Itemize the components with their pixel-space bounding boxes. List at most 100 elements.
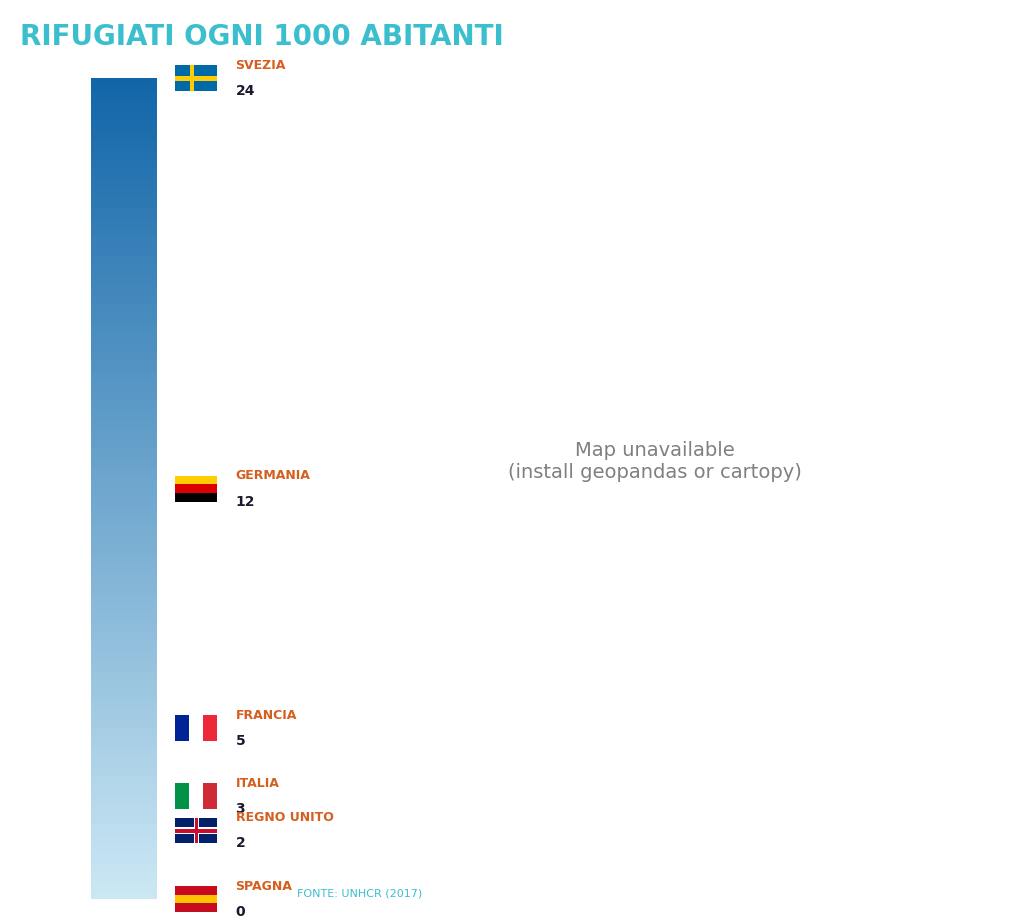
Bar <box>90 783 157 789</box>
Text: FONTE: UNHCR (2017): FONTE: UNHCR (2017) <box>297 889 422 899</box>
Bar <box>90 188 157 195</box>
Bar <box>90 667 157 673</box>
Bar <box>175 886 217 894</box>
Bar <box>90 222 157 229</box>
Bar <box>90 892 157 899</box>
Bar <box>90 625 157 632</box>
Bar <box>90 393 157 400</box>
Bar <box>90 598 157 605</box>
Bar <box>175 784 189 810</box>
Bar <box>90 673 157 680</box>
Bar <box>90 523 157 529</box>
Bar <box>90 304 157 311</box>
Bar <box>175 904 217 912</box>
Bar <box>90 489 157 495</box>
Bar <box>90 728 157 735</box>
Bar <box>90 659 157 667</box>
Bar <box>90 755 157 762</box>
Bar <box>90 701 157 707</box>
Bar <box>90 229 157 236</box>
Bar <box>90 160 157 167</box>
Bar <box>90 537 157 543</box>
Bar <box>90 338 157 345</box>
Bar <box>90 112 157 120</box>
Bar <box>90 386 157 393</box>
Bar <box>90 775 157 783</box>
Bar <box>90 372 157 379</box>
Bar <box>90 379 157 386</box>
Bar <box>90 509 157 516</box>
Bar <box>90 789 157 797</box>
Bar <box>90 345 157 352</box>
Bar <box>90 769 157 775</box>
Bar <box>90 249 157 256</box>
Text: 24: 24 <box>236 84 255 99</box>
Bar <box>90 482 157 489</box>
Bar <box>90 290 157 297</box>
Text: ITALIA: ITALIA <box>236 777 280 790</box>
Bar <box>90 215 157 222</box>
Text: GERMANIA: GERMANIA <box>236 469 310 482</box>
Bar <box>90 495 157 502</box>
Bar <box>90 502 157 509</box>
Bar <box>90 823 157 831</box>
Bar <box>90 92 157 99</box>
Bar <box>90 557 157 564</box>
Bar <box>190 65 195 91</box>
Bar <box>189 784 204 810</box>
Bar <box>90 797 157 803</box>
Bar <box>90 831 157 837</box>
Bar <box>90 167 157 174</box>
Bar <box>90 529 157 537</box>
Bar <box>90 325 157 331</box>
Bar <box>90 420 157 427</box>
Bar <box>175 476 217 484</box>
Bar <box>90 284 157 290</box>
Bar <box>90 277 157 284</box>
Bar <box>90 543 157 550</box>
Bar <box>90 106 157 112</box>
Bar <box>90 256 157 263</box>
Bar <box>90 585 157 591</box>
Bar <box>175 894 217 904</box>
Bar <box>90 851 157 857</box>
Bar <box>175 827 217 833</box>
Bar <box>90 365 157 372</box>
Bar <box>90 270 157 277</box>
Bar <box>204 784 217 810</box>
Text: 5: 5 <box>236 734 246 748</box>
Bar <box>90 871 157 879</box>
Bar <box>90 865 157 871</box>
Bar <box>90 236 157 242</box>
Bar <box>90 441 157 447</box>
Bar <box>194 818 199 844</box>
Bar <box>90 352 157 359</box>
Bar <box>175 715 189 741</box>
Bar <box>195 818 198 844</box>
Bar <box>90 715 157 721</box>
Bar <box>90 680 157 687</box>
Bar <box>90 564 157 571</box>
Bar <box>90 318 157 325</box>
Bar <box>90 448 157 455</box>
Bar <box>90 857 157 865</box>
Bar <box>90 571 157 577</box>
Bar <box>90 577 157 585</box>
Bar <box>90 263 157 270</box>
Bar <box>90 455 157 461</box>
Bar <box>90 133 157 140</box>
Bar <box>90 407 157 413</box>
Bar <box>90 803 157 810</box>
Text: REGNO UNITO: REGNO UNITO <box>236 811 334 824</box>
Bar <box>90 461 157 468</box>
Bar <box>90 400 157 407</box>
Bar <box>90 311 157 318</box>
Bar <box>90 78 157 85</box>
Bar <box>90 85 157 92</box>
Bar <box>90 427 157 434</box>
Bar <box>175 818 217 844</box>
Bar <box>175 493 217 502</box>
Text: 0: 0 <box>236 904 245 919</box>
Bar <box>90 174 157 181</box>
Bar <box>90 707 157 715</box>
